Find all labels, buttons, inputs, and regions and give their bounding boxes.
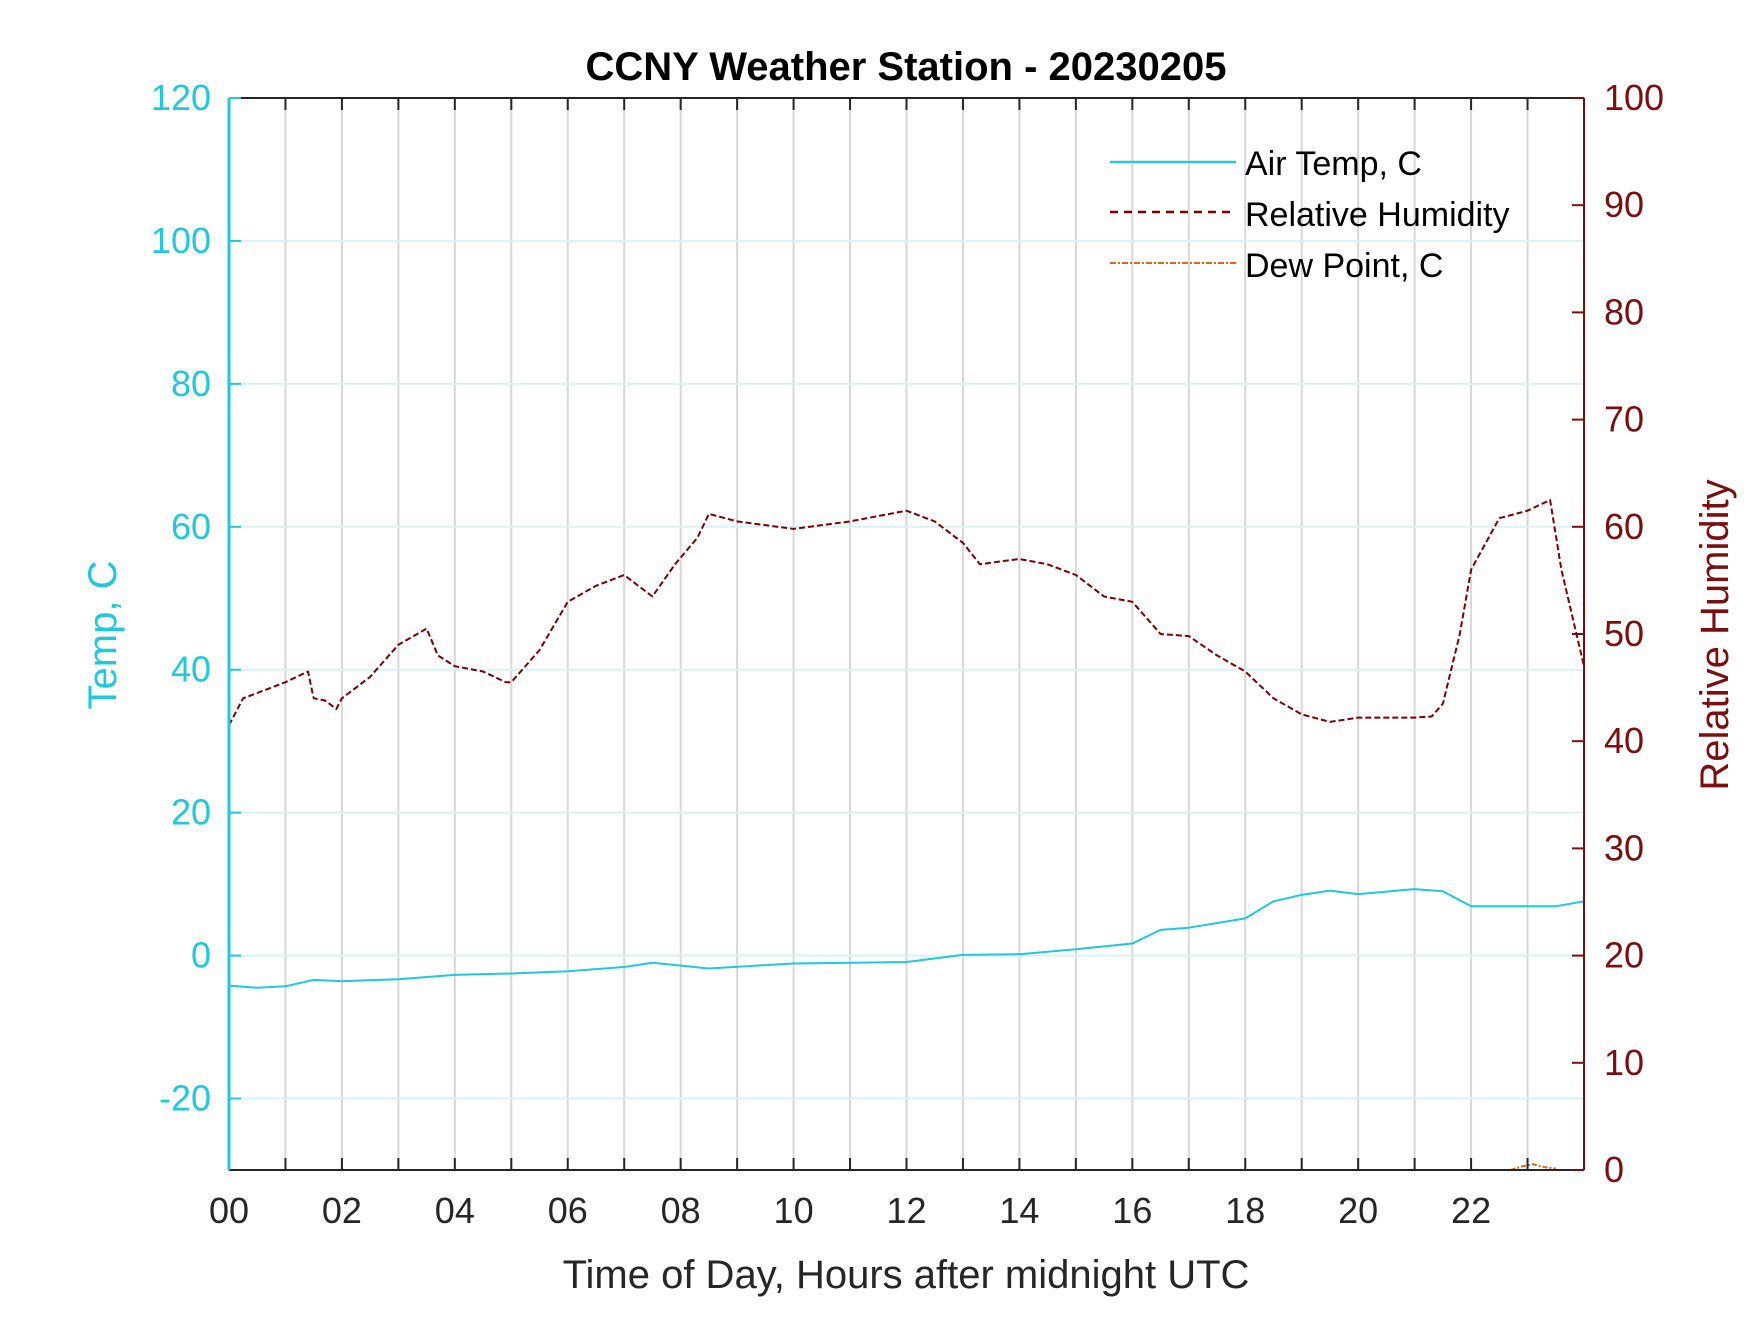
y-left-tick-label: 0 — [191, 935, 211, 976]
y-right-tick-label: 50 — [1604, 613, 1644, 654]
x-tick-label: 20 — [1338, 1190, 1378, 1231]
y-left-tick-label: 60 — [171, 506, 211, 547]
y-left-tick-label: 40 — [171, 649, 211, 690]
x-tick-label: 14 — [999, 1190, 1039, 1231]
grid — [229, 98, 1584, 1170]
y-left-tick-label: -20 — [159, 1078, 211, 1119]
legend: Air Temp, C Relative Humidity Dew Point,… — [1110, 145, 1510, 285]
axes — [227, 97, 1585, 1171]
y-left-tick-label: 100 — [151, 220, 211, 261]
x-tick-label: 08 — [661, 1190, 701, 1231]
tick-labels: 00 02 04 06 08 10 12 14 16 18 20 22-200204060801001… — [151, 77, 1664, 1231]
legend-label-dew-point: Dew Point, C — [1245, 247, 1443, 285]
series-air-temp — [228, 888, 1585, 989]
y-right-tick-label: 70 — [1604, 399, 1644, 440]
y-right-axis-label: Relative Humidity — [1693, 479, 1737, 790]
y-left-axis-label: Temp, C — [81, 561, 125, 710]
series-relative-humidity — [228, 499, 1585, 726]
x-tick-label: 02 — [322, 1190, 362, 1231]
y-left-tick-label: 120 — [151, 77, 211, 118]
x-tick-label: 22 — [1451, 1190, 1491, 1231]
series-dew-point — [1510, 1163, 1556, 1171]
y-right-tick-label: 80 — [1604, 291, 1644, 332]
legend-label-relative-humidity: Relative Humidity — [1245, 196, 1510, 234]
y-right-tick-label: 10 — [1604, 1042, 1644, 1083]
y-right-tick-label: 40 — [1604, 720, 1644, 761]
x-tick-label: 18 — [1225, 1190, 1265, 1231]
x-tick-label: 16 — [1112, 1190, 1152, 1231]
y-right-tick-label: 20 — [1604, 935, 1644, 976]
y-right-tick-label: 90 — [1604, 184, 1644, 225]
y-right-tick-label: 0 — [1604, 1149, 1624, 1190]
x-tick-label: 10 — [774, 1190, 814, 1231]
y-left-tick-label: 80 — [171, 363, 211, 404]
y-left-tick-label: 20 — [171, 792, 211, 833]
x-tick-label: 00 — [209, 1190, 249, 1231]
y-right-tick-label: 30 — [1604, 827, 1644, 868]
y-right-tick-label: 100 — [1604, 77, 1664, 118]
chart-title: CCNY Weather Station - 20230205 — [586, 45, 1227, 89]
x-tick-label: 12 — [886, 1190, 926, 1231]
x-tick-label: 06 — [548, 1190, 588, 1231]
x-axis-label: Time of Day, Hours after midnight UTC — [563, 1253, 1250, 1297]
series-group — [228, 499, 1585, 1171]
legend-label-air-temp: Air Temp, C — [1245, 145, 1422, 183]
y-right-tick-label: 60 — [1604, 506, 1644, 547]
x-tick-label: 04 — [435, 1190, 475, 1231]
